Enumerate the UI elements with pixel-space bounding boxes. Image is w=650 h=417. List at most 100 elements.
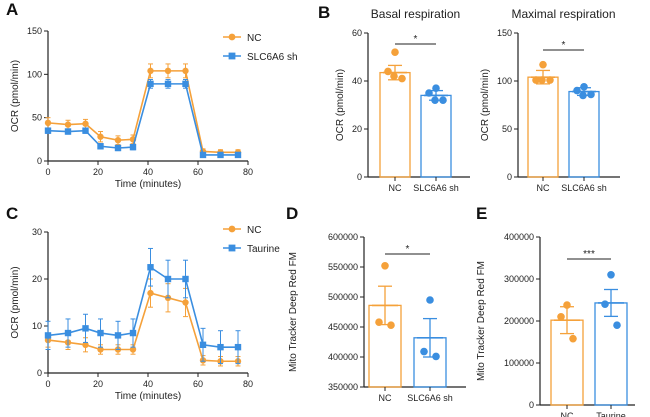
data-point [432,352,440,361]
data-point [426,296,434,304]
bar [568,90,600,178]
data-point [557,313,565,321]
data-point [182,275,189,283]
y-tick-label: 300000 [504,274,534,284]
x-tick-label: SLC6A6 sh [407,393,453,403]
x-tick-label: 20 [93,167,103,177]
series-line [47,265,238,348]
data-point [384,67,392,76]
series-line [47,83,238,156]
data-point [607,271,615,279]
bar [594,302,628,406]
data-point [381,262,389,270]
data-point [538,76,546,84]
data-point [147,80,154,88]
panel-label-e: E [476,204,488,223]
data-point [217,343,224,351]
x-tick-label: 60 [193,167,203,177]
y-tick-label: 400000 [504,232,534,242]
data-point [375,318,383,327]
data-point [425,89,433,97]
y-tick-label: 100 [497,76,512,86]
y-tick-label: 500000 [328,292,358,302]
y-tick-label: 10 [32,321,42,331]
x-axis-label: Time (minutes) [115,179,181,190]
bar [420,94,452,178]
data-point [82,127,89,134]
legend-label: SLC6A6 sh [247,52,298,63]
data-point [391,48,399,56]
data-point [432,84,440,92]
x-tick-label: NC [379,393,392,403]
bar [379,71,411,178]
data-point [390,72,398,80]
y-axis-label: OCR (pmol/min) [10,266,21,338]
data-point [64,121,72,128]
data-point [573,86,581,95]
data-point [199,341,207,348]
data-point [97,329,104,337]
data-point [97,133,104,140]
data-point [114,137,122,144]
data-point [532,76,540,84]
data-point [579,91,587,100]
significance-marker: * [562,40,566,51]
data-point [539,60,547,69]
data-point [234,151,242,159]
y-tick-label: 60 [352,28,362,38]
legend-marker [228,244,236,252]
y-axis-label: Mito Tracker Deep Red FM [288,252,299,372]
data-point [234,343,242,351]
data-point [182,67,189,75]
legend-label: NC [247,33,261,44]
data-point [182,80,189,88]
data-point [580,82,588,91]
x-axis-label: Time (minutes) [115,391,181,402]
x-tick-label: Taurine [596,411,626,417]
data-point [147,289,154,297]
data-point [82,325,89,332]
data-point [82,341,89,348]
data-point [64,128,72,135]
y-tick-label: 100 [27,69,42,79]
significance-marker: * [414,34,418,45]
y-tick-label: 100000 [504,358,534,368]
y-tick-label: 20 [352,124,362,134]
significance-marker: * [406,244,410,255]
y-axis-label: OCR (pmol/min) [335,69,346,141]
y-tick-label: 150 [497,28,512,38]
data-point [44,332,52,339]
data-point [147,67,154,75]
data-point [147,264,154,271]
data-point [182,299,189,306]
data-point [613,321,621,330]
y-tick-label: 150 [27,26,42,36]
y-tick-label: 0 [37,368,42,378]
y-axis-label: OCR (pmol/min) [10,60,21,132]
x-tick-label: SLC6A6 sh [413,183,459,193]
y-tick-label: 350000 [328,382,358,392]
legend-marker [228,33,236,41]
data-point [587,90,595,99]
data-point [569,334,577,343]
panel-label-a: A [6,0,19,19]
y-axis-label: OCR (pmol/min) [480,69,491,141]
data-point [114,144,122,152]
x-tick-label: NC [537,183,550,193]
data-point [164,275,172,283]
y-tick-label: 20 [32,274,42,284]
data-point [164,67,172,75]
x-tick-label: 20 [93,379,103,389]
data-point [439,96,447,104]
series-line [47,292,238,363]
x-tick-label: 80 [243,167,253,177]
x-tick-label: NC [561,411,574,417]
y-tick-label: 200000 [504,316,534,326]
data-point [44,119,52,127]
x-tick-label: 40 [143,379,153,389]
y-tick-label: 50 [502,124,512,134]
y-tick-label: 0 [357,172,362,182]
data-point [129,329,137,337]
y-tick-label: 50 [32,113,42,123]
